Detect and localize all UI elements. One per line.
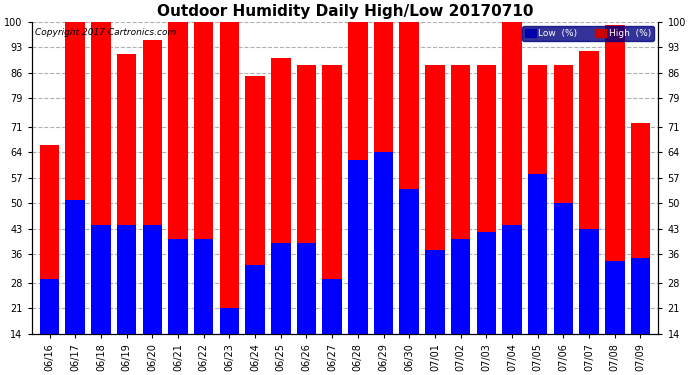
Bar <box>40 279 59 375</box>
Bar <box>297 65 316 375</box>
Bar <box>451 240 471 375</box>
Bar <box>297 243 316 375</box>
Bar <box>631 258 650 375</box>
Bar <box>477 232 496 375</box>
Bar <box>348 160 368 375</box>
Bar <box>143 225 162 375</box>
Bar <box>553 203 573 375</box>
Bar <box>502 22 522 375</box>
Bar <box>553 65 573 375</box>
Legend: Low  (%), High  (%): Low (%), High (%) <box>522 26 654 40</box>
Bar <box>631 123 650 375</box>
Bar <box>374 22 393 375</box>
Bar <box>168 22 188 375</box>
Bar <box>219 22 239 375</box>
Bar <box>400 22 419 375</box>
Text: Copyright 2017 Cartronics.com: Copyright 2017 Cartronics.com <box>34 28 176 37</box>
Bar <box>322 279 342 375</box>
Bar <box>605 26 624 375</box>
Bar <box>66 22 85 375</box>
Bar <box>451 65 471 375</box>
Bar <box>580 229 599 375</box>
Bar <box>40 145 59 375</box>
Bar <box>374 152 393 375</box>
Bar <box>425 65 444 375</box>
Bar <box>246 76 265 375</box>
Bar <box>425 251 444 375</box>
Bar <box>246 265 265 375</box>
Bar <box>91 225 110 375</box>
Bar <box>477 65 496 375</box>
Bar <box>91 22 110 375</box>
Bar <box>605 261 624 375</box>
Bar <box>271 58 290 375</box>
Bar <box>143 40 162 375</box>
Bar <box>322 65 342 375</box>
Bar <box>117 225 137 375</box>
Bar <box>194 240 213 375</box>
Title: Outdoor Humidity Daily High/Low 20170710: Outdoor Humidity Daily High/Low 20170710 <box>157 4 533 19</box>
Bar <box>400 189 419 375</box>
Bar <box>580 51 599 375</box>
Bar <box>168 240 188 375</box>
Bar <box>194 22 213 375</box>
Bar <box>271 243 290 375</box>
Bar <box>528 174 547 375</box>
Bar <box>348 22 368 375</box>
Bar <box>66 200 85 375</box>
Bar <box>528 65 547 375</box>
Bar <box>502 225 522 375</box>
Bar <box>117 54 137 375</box>
Bar <box>219 308 239 375</box>
